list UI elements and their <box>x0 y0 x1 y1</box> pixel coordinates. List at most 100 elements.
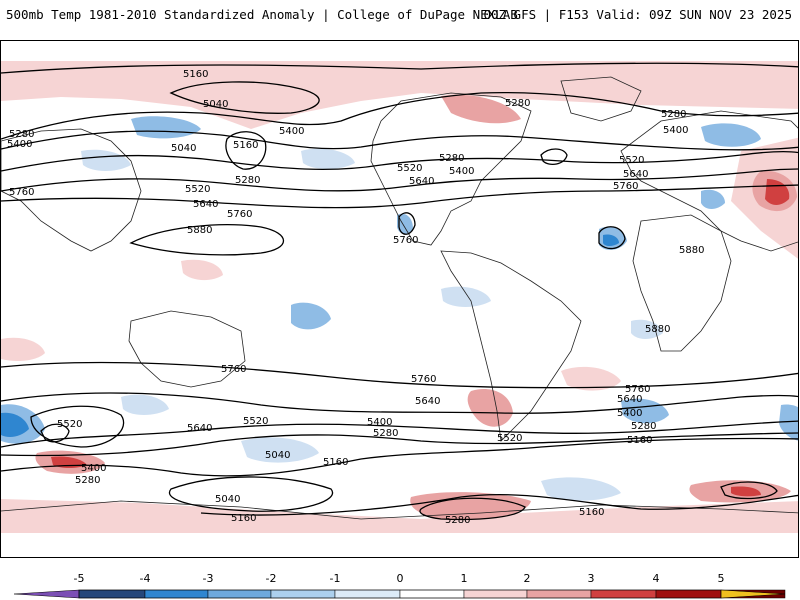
contour-label: 5760 <box>221 364 246 375</box>
cool-anomaly-area <box>81 149 131 171</box>
contour-label: 5520 <box>243 416 268 427</box>
contour-label: 5640 <box>409 176 434 187</box>
contour-line <box>200 493 798 516</box>
contour-label: 5760 <box>9 187 34 198</box>
south-america-coast <box>440 250 582 442</box>
cool-anomaly-area <box>1 412 29 437</box>
cool-anomaly-area <box>631 319 663 339</box>
colorbar-swatch <box>463 589 528 599</box>
tick-label: -5 <box>74 572 85 585</box>
contour-line <box>1 420 798 448</box>
colorbar-swatch <box>144 589 209 599</box>
map-title: 500mb Temp 1981-2010 Standardized Anomal… <box>6 7 518 22</box>
contour-label: 5280 <box>373 428 398 439</box>
contour-line <box>168 476 334 512</box>
tick-label: 3 <box>588 572 595 585</box>
contour-label: 5760 <box>411 374 436 385</box>
height-contours <box>1 62 798 521</box>
tick-label: 0 <box>397 572 404 585</box>
contour-labels: 5160 5040 5280 5400 5040 5160 5280 5400 … <box>7 69 704 526</box>
colorbar-swatch <box>399 589 465 599</box>
colorbar-swatch <box>270 589 336 599</box>
contour-label: 5640 <box>193 199 218 210</box>
contour-label: 5160 <box>323 457 348 468</box>
contour-label: 5760 <box>227 209 252 220</box>
cool-anomaly-area <box>291 302 331 330</box>
contour-line <box>1 151 798 172</box>
contour-line <box>129 224 284 256</box>
colorbar-swatch <box>526 589 592 599</box>
antarctica-coast <box>1 500 798 520</box>
greenland-coast <box>560 76 642 122</box>
contour-line <box>1 184 798 209</box>
cool-anomaly-area <box>603 234 619 246</box>
contour-line <box>169 81 320 114</box>
tick-label: -4 <box>140 572 151 585</box>
colorbar-swatch <box>78 589 146 599</box>
contour-label: 5040 <box>203 99 228 110</box>
cool-anomaly-area <box>441 286 491 307</box>
contour-label: 5760 <box>625 384 650 395</box>
cool-anomaly-area <box>241 437 319 463</box>
contour-label: 5520 <box>497 433 522 444</box>
colorbar-swatch <box>590 589 657 599</box>
cool-anomaly-area <box>131 116 201 139</box>
warm-anomaly-area <box>731 486 761 497</box>
contour-label: 5040 <box>215 494 240 505</box>
asia-pacific-coast <box>1 128 142 252</box>
colorbar-swatch <box>207 589 272 599</box>
colorbar-legend: -5 -4 -3 -2 -1 0 1 2 3 4 5 <box>13 572 786 599</box>
contour-label: 5640 <box>617 394 642 405</box>
cool-anomaly-area <box>541 477 621 501</box>
contour-line <box>1 432 798 457</box>
contour-line <box>1 168 798 192</box>
cool-anomaly-area <box>701 189 725 209</box>
contour-label: 5280 <box>505 98 530 109</box>
contour-line <box>1 392 798 414</box>
colorbar-swatch <box>655 589 722 599</box>
contour-label: 5520 <box>185 184 210 195</box>
header: 500mb Temp 1981-2010 Standardized Anomal… <box>0 0 800 40</box>
contour-label: 5280 <box>661 109 686 120</box>
contour-label: 5400 <box>81 463 106 474</box>
tick-label: 1 <box>461 572 468 585</box>
tick-label: 2 <box>524 572 531 585</box>
contour-label: 5400 <box>617 408 642 419</box>
warm-anomaly-area <box>410 492 531 520</box>
contour-label: 5160 <box>627 435 652 446</box>
contour-line <box>1 91 798 140</box>
colorbar-swatch <box>334 589 401 599</box>
map-panel[interactable]: 5160 5040 5280 5400 5040 5160 5280 5400 … <box>0 40 799 558</box>
contour-line <box>540 148 568 166</box>
contour-label: 5520 <box>397 163 422 174</box>
contour-line <box>1 437 798 477</box>
contour-label: 5280 <box>9 129 34 140</box>
tick-label: 4 <box>653 572 660 585</box>
contour-label: 5880 <box>187 225 212 236</box>
contour-label: 5280 <box>445 515 470 526</box>
warm-anomaly-area <box>441 94 521 124</box>
cool-anomaly-area <box>121 394 169 415</box>
contour-label: 5760 <box>613 181 638 192</box>
cool-anomaly-area <box>779 404 798 441</box>
contour-line <box>398 212 416 235</box>
contour-label: 5160 <box>233 140 258 151</box>
contour-label: 5640 <box>415 396 440 407</box>
contour-line <box>1 62 798 74</box>
contour-label: 5280 <box>631 421 656 432</box>
contour-label: 5280 <box>75 475 100 486</box>
contour-label: 5520 <box>57 419 82 430</box>
contour-label: 5400 <box>449 166 474 177</box>
tick-label: -3 <box>203 572 214 585</box>
tick-label: -1 <box>330 572 341 585</box>
contour-line <box>598 226 626 250</box>
contour-line <box>1 130 798 151</box>
north-america-coast <box>370 92 532 246</box>
australia-coast <box>128 310 246 388</box>
coastlines <box>1 76 798 520</box>
contour-label: 5280 <box>235 175 260 186</box>
contour-label: 5760 <box>393 235 418 246</box>
warm-anomaly-area <box>561 366 621 391</box>
contour-label: 5520 <box>619 155 644 166</box>
cool-anomaly-area <box>301 148 355 169</box>
